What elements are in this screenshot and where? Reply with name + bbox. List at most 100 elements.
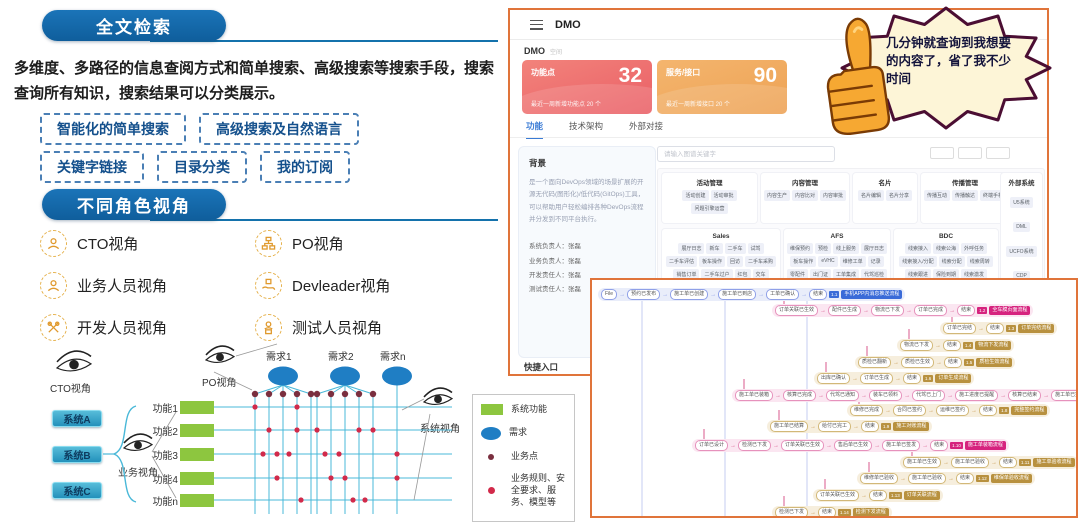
flow-end-node[interactable]: 结束	[956, 473, 975, 484]
flow-end-node[interactable]: 结束	[861, 421, 880, 432]
flow-node[interactable]: 检测已下发	[738, 440, 772, 451]
flow-node[interactable]: 物流已下发	[900, 340, 934, 351]
tab-功能[interactable]: 功能	[526, 120, 544, 139]
flow-node[interactable]: 给付已完工	[818, 421, 852, 432]
map-node-button[interactable]: 问题引擎运营	[691, 203, 728, 214]
map-node-button[interactable]: 传播互动	[923, 190, 950, 201]
flow-node[interactable]: 合同已签约	[893, 405, 927, 416]
graph-search-input[interactable]	[657, 146, 835, 162]
map-node-button[interactable]: 内容生产	[763, 190, 790, 201]
map-node-button[interactable]: 线索接入	[904, 243, 931, 254]
map-node-button[interactable]: 出门证	[809, 269, 831, 280]
flow-node[interactable]: 核算已完成	[783, 390, 817, 401]
flow-node[interactable]: 配件已生成	[828, 305, 862, 316]
map-node-button[interactable]: 外呼任务	[961, 243, 988, 254]
flow-node[interactable]: 维修已完成	[850, 405, 884, 416]
flow-node[interactable]: 订单已完成	[914, 305, 948, 316]
map-node-button[interactable]: 线索跟进	[904, 269, 931, 280]
flow-end-node[interactable]: 结束	[999, 457, 1018, 468]
map-node-button[interactable]: 传播触达	[951, 190, 978, 201]
map-node-button[interactable]: 内容比对	[791, 190, 818, 201]
flow-end-node[interactable]: 结束	[930, 440, 949, 451]
flow-node[interactable]: 施工单已创建	[670, 289, 709, 300]
map-node-button[interactable]: 销售订单	[673, 269, 700, 280]
map-node-button[interactable]: 活动创建	[682, 190, 709, 201]
map-node-button[interactable]: eVHC	[818, 256, 838, 267]
flow-node[interactable]: 装车已领料	[869, 390, 903, 401]
map-node-button[interactable]: 新车	[706, 243, 723, 254]
map-node-button[interactable]: 线上服务	[833, 243, 860, 254]
flow-node[interactable]: 施工单已结算	[770, 421, 809, 432]
flow-node[interactable]: 施工单已到店	[718, 289, 757, 300]
map-node-button[interactable]: 线索激发	[961, 269, 988, 280]
map-node-button[interactable]: 线索公海	[932, 243, 959, 254]
map-node-button[interactable]: 二手车过户	[701, 269, 733, 280]
flow-node[interactable]: 订单已完结	[943, 323, 977, 334]
map-node-button[interactable]: 板车操作	[790, 256, 817, 267]
flow-end-node[interactable]: 结束	[809, 289, 828, 300]
map-node-button[interactable]: 板车操作	[698, 256, 725, 267]
flow-end-node[interactable]: 结束	[869, 490, 888, 501]
flow-node[interactable]: 施工单已验收	[908, 473, 947, 484]
flow-node[interactable]: 检测已下发	[775, 507, 809, 516]
flow-node[interactable]: 施工单已完成	[1051, 390, 1076, 401]
map-node-button[interactable]: 零配件	[786, 269, 808, 280]
flow-node[interactable]: 核算已结束	[1008, 390, 1042, 401]
flow-node[interactable]: 施工进度已提醒	[955, 390, 999, 401]
flow-end-node[interactable]: 结束	[957, 305, 976, 316]
map-node-button[interactable]: U5系统	[1010, 197, 1033, 208]
flow-end-node[interactable]: 结束	[818, 507, 837, 516]
map-node-button[interactable]: 二手车评估	[665, 256, 697, 267]
map-node-button[interactable]: 维修工单	[839, 256, 866, 267]
map-node-button[interactable]: 代驾巡检	[861, 269, 888, 280]
flow-node[interactable]: 质检已翻新	[858, 357, 892, 368]
flow-node[interactable]: 施工单已生效	[903, 457, 942, 468]
map-node-button[interactable]: 内容审批	[820, 190, 847, 201]
map-node-button[interactable]: 维保预约	[786, 243, 813, 254]
flow-node[interactable]: 代驾已通知	[826, 390, 860, 401]
flow-node[interactable]: 施工单已装箱	[735, 390, 774, 401]
flow-node[interactable]: 质检已生效	[901, 357, 935, 368]
flow-node[interactable]: 订单关联已生效	[775, 305, 819, 316]
flow-end-node[interactable]: 结束	[944, 357, 963, 368]
flow-end-node[interactable]: 结束	[986, 323, 1005, 334]
map-node-button[interactable]: 线索分配	[938, 256, 965, 267]
map-node-button[interactable]: 记录	[867, 256, 884, 267]
map-node-button[interactable]: 回访	[727, 256, 744, 267]
flow-end-node[interactable]: 结束	[979, 405, 998, 416]
flow-end-node[interactable]: 结束	[903, 373, 922, 384]
flow-node[interactable]: 代驾已上门	[912, 390, 946, 401]
flow-node[interactable]: 订单已生成	[860, 373, 894, 384]
map-node-button[interactable]: 线索周转	[966, 256, 993, 267]
map-node-button[interactable]: 活动审批	[710, 190, 737, 201]
map-node-button[interactable]: 试驾	[747, 243, 764, 254]
tab-技术架构[interactable]: 技术架构	[569, 121, 604, 131]
map-node-button[interactable]: CDP	[1013, 271, 1030, 281]
map-node-button[interactable]: UCFO系统	[1006, 246, 1037, 257]
map-node-button[interactable]: 展厅日志	[678, 243, 705, 254]
hamburger-menu-icon[interactable]	[530, 19, 543, 30]
flow-node[interactable]: 施工单已签发	[882, 440, 921, 451]
toolbar-button[interactable]	[958, 147, 982, 159]
map-node-button[interactable]: 线索接入/分配	[899, 256, 937, 267]
flow-node[interactable]: 运维已签约	[936, 405, 970, 416]
flow-node[interactable]: 售后单已生效	[834, 440, 873, 451]
map-node-button[interactable]: 展厅日志	[861, 243, 888, 254]
map-node-button[interactable]: 保险到期	[932, 269, 959, 280]
flow-node[interactable]: File	[601, 289, 618, 300]
flow-node[interactable]: 物流已下发	[871, 305, 905, 316]
toolbar-button[interactable]	[930, 147, 954, 159]
flow-node[interactable]: 订单已设计	[695, 440, 729, 451]
flow-node[interactable]: 出库已确认	[817, 373, 851, 384]
flow-node[interactable]: 工单已确认	[766, 289, 800, 300]
map-node-button[interactable]: 工单集成	[833, 269, 860, 280]
toolbar-button[interactable]	[986, 147, 1010, 159]
flow-node[interactable]: 预约已发布	[627, 289, 661, 300]
flow-node[interactable]: 维修单已验收	[860, 473, 899, 484]
map-node-button[interactable]: 名片分享	[886, 190, 913, 201]
map-node-button[interactable]: 预检	[814, 243, 831, 254]
map-node-button[interactable]: 二手车采购	[745, 256, 777, 267]
map-node-button[interactable]: 终端手机	[980, 190, 1007, 201]
tab-外部对接[interactable]: 外部对接	[629, 121, 664, 131]
map-node-button[interactable]: DML	[1013, 222, 1030, 232]
